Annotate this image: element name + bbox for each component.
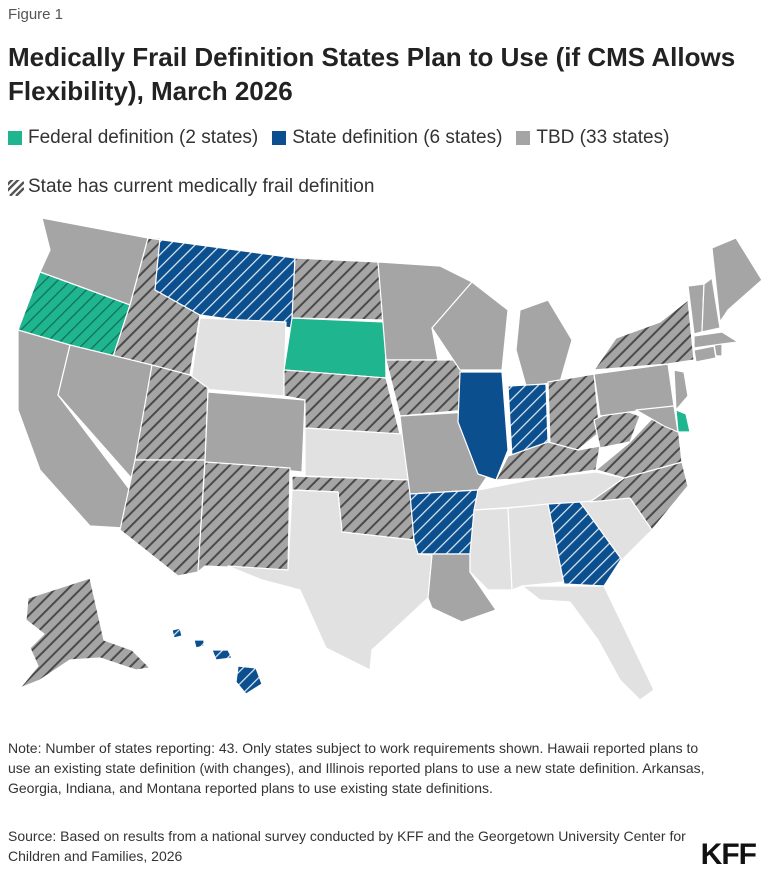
legend-swatch-state	[272, 131, 287, 145]
state-kansas	[304, 427, 411, 481]
legend-label-hatch: State has current medically frail defini…	[28, 176, 375, 197]
state-alaska	[19, 577, 151, 689]
state-maryland	[635, 405, 679, 433]
state-south-dakota	[283, 317, 387, 379]
state-ohio	[547, 373, 601, 451]
chart-title: Medically Frail Definition States Plan t…	[8, 42, 736, 106]
state-iowa	[385, 359, 469, 417]
state-michigan	[515, 299, 573, 387]
hawaii-big-island	[235, 665, 263, 695]
state-colorado	[204, 391, 306, 473]
hawaii-maui-molokai	[211, 649, 233, 661]
legend-item-federal: Federal definition (2 states)	[8, 127, 258, 149]
diagonal-hatch-icon	[8, 180, 24, 196]
legend-label-tbd: TBD (33 states)	[536, 127, 670, 148]
state-delaware	[675, 409, 691, 433]
state-new-york	[593, 299, 695, 371]
note-text: Note: Number of states reporting: 43. On…	[8, 740, 705, 796]
legend: Federal definition (2 states) State defi…	[8, 127, 683, 149]
state-wyoming	[189, 317, 287, 397]
hawaii-oahu	[193, 639, 205, 649]
state-alabama	[507, 503, 565, 591]
state-wisconsin	[431, 281, 509, 371]
state-rhode-island	[713, 343, 723, 357]
state-texas	[227, 489, 433, 671]
state-maine	[711, 237, 763, 323]
figure-label: Figure 1	[8, 6, 64, 23]
legend-swatch-tbd	[516, 131, 531, 145]
kff-logo: KFF	[700, 838, 757, 871]
us-state-map	[0, 210, 768, 730]
state-mississippi	[469, 507, 513, 591]
legend-swatch-federal	[8, 131, 22, 145]
state-massachusetts	[693, 331, 739, 349]
state-new-hampshire	[701, 277, 721, 333]
legend-item-state: State definition (6 states)	[272, 127, 502, 149]
state-north-dakota	[291, 257, 386, 321]
state-arkansas	[409, 489, 479, 555]
state-new-mexico	[197, 461, 291, 573]
state-florida	[521, 585, 655, 701]
legend-item-hatch: State has current medically frail defini…	[8, 176, 374, 198]
legend-label-federal: Federal definition (2 states)	[28, 127, 259, 148]
state-arizona	[119, 459, 206, 577]
source-text: Source: Based on results from a national…	[8, 828, 686, 864]
state-georgia	[547, 501, 623, 587]
state-connecticut	[693, 345, 717, 363]
hawaii-kauai	[171, 627, 183, 639]
map-svg	[17, 217, 763, 701]
legend-hatch: State has current medically frail defini…	[8, 176, 388, 198]
legend-item-tbd: TBD (33 states)	[516, 127, 669, 149]
state-hawaii	[171, 627, 263, 695]
state-new-jersey	[673, 369, 689, 411]
legend-label-state: State definition (6 states)	[292, 127, 503, 148]
